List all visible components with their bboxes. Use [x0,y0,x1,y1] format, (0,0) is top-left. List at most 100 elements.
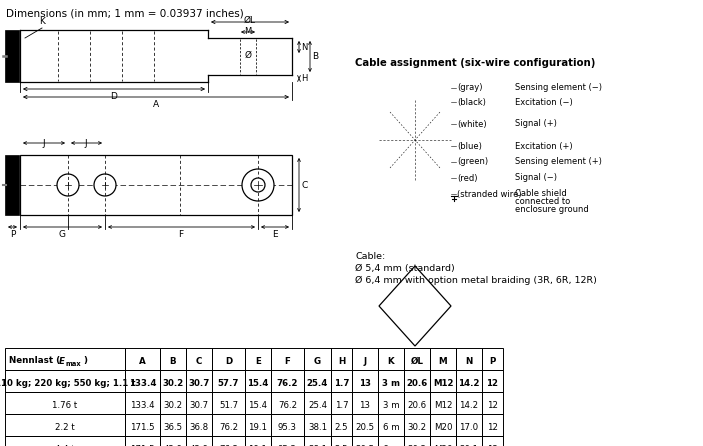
Text: (gray): (gray) [457,83,482,92]
Bar [5,436,125,446]
Text: (black): (black) [457,98,486,107]
Bar [456,370,482,392]
Text: 25.4: 25.4 [308,401,327,409]
Text: ØL: ØL [244,16,256,25]
Text: (stranded wire): (stranded wire) [457,190,522,198]
Text: 42.9: 42.9 [164,445,183,446]
Text: 36.8: 36.8 [189,422,209,431]
Bar [352,348,378,370]
Bar [430,436,456,446]
Bar [404,348,430,370]
Text: A: A [139,356,146,366]
Text: E: E [255,356,261,366]
Bar [5,155,19,215]
Bar [456,392,482,414]
Bar [352,370,378,392]
Text: 14.2: 14.2 [460,401,479,409]
Bar [208,38,292,75]
Text: M12: M12 [433,379,453,388]
Bar [271,370,304,392]
Text: Cable assignment (six-wire configuration): Cable assignment (six-wire configuration… [355,58,595,68]
Text: J: J [43,139,45,148]
Bar [125,370,160,392]
Text: B: B [169,356,176,366]
Bar [304,414,331,436]
Bar [378,436,404,446]
Text: 1.76 t: 1.76 t [53,401,77,409]
Bar [212,436,245,446]
Bar [456,414,482,436]
Bar [271,392,304,414]
Bar [430,348,456,370]
Bar [245,392,271,414]
Bar [160,436,186,446]
Bar [186,414,212,436]
Text: F: F [285,356,290,366]
Bar [245,348,271,370]
Text: D: D [225,356,232,366]
Bar [404,392,430,414]
Bar [245,436,271,446]
Text: H: H [301,74,307,83]
Bar [352,414,378,436]
Text: J: J [363,356,366,366]
Text: 12: 12 [487,445,498,446]
Bar [160,348,186,370]
Text: 2.2 t: 2.2 t [55,422,75,431]
Bar [331,414,352,436]
Text: 76.2: 76.2 [219,445,238,446]
Text: Ø 5,4 mm (standard): Ø 5,4 mm (standard) [355,264,455,273]
Text: Signal (+): Signal (+) [515,120,557,128]
Text: 95.3: 95.3 [278,445,297,446]
Bar [125,348,160,370]
Text: Dimensions (in mm; 1 mm = 0.03937 inches): Dimensions (in mm; 1 mm = 0.03937 inches… [6,8,244,18]
Bar [430,414,456,436]
Bar [5,414,125,436]
Bar [186,370,212,392]
Text: (red): (red) [457,173,477,182]
Text: E: E [272,230,278,239]
Text: 1.7: 1.7 [334,379,349,388]
Text: Cable shield: Cable shield [515,190,567,198]
Text: 76.2: 76.2 [278,401,297,409]
Bar [331,348,352,370]
Text: C: C [196,356,202,366]
Text: 171.5: 171.5 [130,445,155,446]
Text: 12: 12 [487,401,498,409]
Text: Cable:: Cable: [355,252,385,261]
Text: B: B [312,52,318,61]
Text: 38.1: 38.1 [308,445,327,446]
Text: 30.2: 30.2 [162,379,183,388]
Text: D: D [110,92,117,101]
Text: 76.2: 76.2 [219,422,238,431]
Text: 133.4: 133.4 [129,379,156,388]
Bar [482,436,503,446]
Text: Sensing element (+): Sensing element (+) [515,157,602,166]
Text: 30.7: 30.7 [188,379,209,388]
Bar [378,392,404,414]
Bar [304,370,331,392]
Text: H: H [338,356,345,366]
Text: 30.2: 30.2 [163,401,183,409]
Bar [378,414,404,436]
Text: M20: M20 [434,422,452,431]
Text: K: K [39,17,45,26]
Text: 30.2: 30.2 [408,445,427,446]
Text: 20.6: 20.6 [406,379,427,388]
Text: connected to: connected to [515,198,570,206]
Bar [245,414,271,436]
Text: G: G [58,230,65,239]
Text: N: N [301,42,307,51]
Bar [271,414,304,436]
Text: 4.4 t: 4.4 t [55,445,75,446]
Bar [352,392,378,414]
Text: 15.4: 15.4 [248,401,268,409]
Text: 2.5: 2.5 [335,422,348,431]
Text: N: N [465,356,472,366]
Text: 133.4: 133.4 [130,401,155,409]
Text: 20.5: 20.5 [356,422,375,431]
Bar [125,414,160,436]
Text: max: max [65,361,81,367]
Text: 171.5: 171.5 [130,422,155,431]
Text: Ø: Ø [245,50,252,59]
